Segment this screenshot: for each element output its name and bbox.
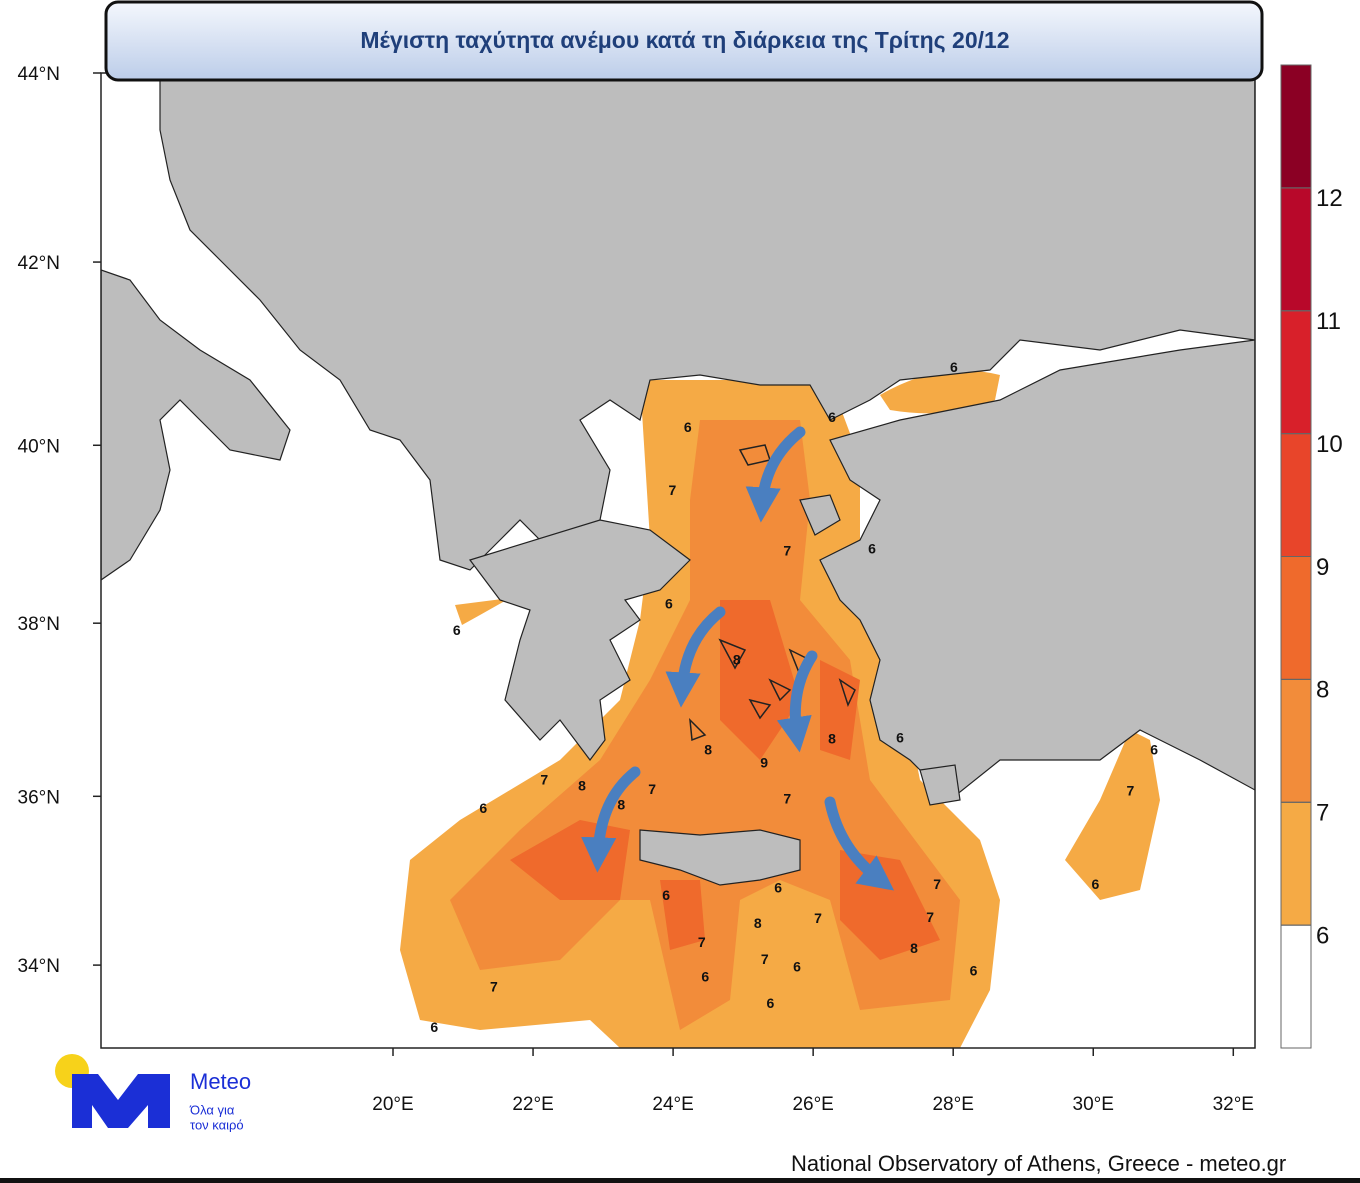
- lon-tick-label: 20°E: [372, 1094, 413, 1115]
- lat-tick-label: 42°N: [18, 253, 60, 274]
- contour-label: 7: [783, 790, 791, 806]
- colorbar-label: 8: [1316, 677, 1329, 704]
- contour-label: 6: [430, 1019, 438, 1035]
- bottom-rule: [0, 1178, 1360, 1183]
- contour-label: 6: [950, 359, 958, 375]
- contour-label: 8: [910, 940, 918, 956]
- logo-tagline: Όλα για: [189, 1102, 235, 1117]
- colorbar-box: [1280, 678, 1312, 803]
- lat-tick-label: 40°N: [18, 436, 60, 457]
- colorbar-label: 12: [1316, 185, 1343, 212]
- contour-label: 7: [761, 951, 769, 967]
- title-box: [104, 0, 1264, 82]
- contour-label: 6: [970, 962, 978, 978]
- arrow: [745, 426, 806, 523]
- contour-label: 6: [701, 968, 709, 984]
- balkans: [159, 73, 1255, 571]
- arrow: [581, 766, 641, 873]
- wind-6-7: [455, 598, 510, 625]
- rhodes: [919, 764, 961, 806]
- contour-label: 7: [668, 482, 676, 498]
- wind-8-9: [660, 880, 705, 950]
- colorbar-label: 11: [1316, 308, 1341, 335]
- colorbar-box: [1280, 64, 1312, 189]
- lon-tick-label: 32°E: [1213, 1094, 1254, 1115]
- crete: [639, 829, 801, 886]
- contour-label: 8: [733, 651, 741, 667]
- greece-south: [469, 519, 691, 761]
- arrow: [824, 796, 895, 891]
- wind-8-9: [820, 660, 860, 760]
- wind-6-7: [1065, 730, 1160, 900]
- italy: [101, 269, 291, 581]
- contour-label: 7: [926, 909, 934, 925]
- arrow: [665, 606, 726, 708]
- lon-tick-label: 22°E: [512, 1094, 553, 1115]
- contour-label: 6: [896, 730, 904, 746]
- title: Μέγιστη ταχύτητα ανέμου κατά τη διάρκεια…: [360, 27, 1009, 53]
- colorbar-label: 6: [1316, 922, 1329, 949]
- logo-name: Meteo: [190, 1069, 251, 1094]
- lesvos: [799, 494, 841, 536]
- contour-label: 6: [684, 419, 692, 435]
- colorbar-label: 9: [1316, 554, 1329, 581]
- contour-label: 8: [828, 730, 836, 746]
- contour-label: 6: [1150, 742, 1158, 758]
- contour-label: 6: [767, 995, 775, 1011]
- contour-label: 7: [490, 978, 498, 994]
- contour-label: 7: [648, 781, 656, 797]
- colorbar-box: [1280, 433, 1312, 557]
- contour-label: 6: [479, 800, 487, 816]
- footer: National Observatory of Athens, Greece -…: [791, 1151, 1286, 1176]
- colorbar-box: [1280, 801, 1312, 926]
- lat-tick-label: 38°N: [18, 614, 60, 635]
- arrow: [776, 650, 818, 753]
- colorbar-box: [1280, 310, 1312, 435]
- lat-tick-label: 44°N: [18, 64, 60, 85]
- lon-tick-label: 28°E: [932, 1094, 973, 1115]
- land: [101, 73, 1255, 886]
- lon-tick-label: 24°E: [652, 1094, 693, 1115]
- contour-label: 7: [698, 934, 706, 950]
- contour-label: 8: [578, 778, 586, 794]
- wind-6-7: [880, 370, 1000, 414]
- contour-label: 6: [1091, 876, 1099, 892]
- lat-tick-label: 34°N: [18, 956, 60, 977]
- contour-label: 6: [453, 622, 461, 638]
- contour-label: 7: [783, 542, 791, 558]
- wind-arrows: [581, 426, 895, 891]
- colorbar-label: 10: [1316, 431, 1343, 458]
- colorbar-label: 7: [1316, 800, 1329, 827]
- lat-tick-label: 36°N: [18, 787, 60, 808]
- lon-tick-label: 30°E: [1073, 1094, 1114, 1115]
- colorbar-box: [1280, 556, 1312, 680]
- contour-label: 6: [665, 595, 673, 611]
- contour-label: 9: [760, 754, 768, 770]
- turkey: [819, 339, 1255, 801]
- contour-label: 7: [540, 772, 548, 788]
- contour-label: 6: [774, 880, 782, 896]
- contour-label: 6: [868, 541, 876, 557]
- contour-label: 7: [933, 876, 941, 892]
- logo-mark: [72, 1074, 170, 1128]
- contour-label: 6: [793, 958, 801, 974]
- contour-label: 7: [1126, 783, 1134, 799]
- contour-label: 8: [704, 742, 712, 758]
- colorbar-box: [1280, 924, 1312, 1049]
- contour-label: 8: [617, 796, 625, 812]
- contour-label: 6: [828, 409, 836, 425]
- contour-label: 7: [814, 910, 822, 926]
- contour-label: 6: [662, 887, 670, 903]
- lon-tick-label: 26°E: [792, 1094, 833, 1115]
- logo-tagline: τον καιρό: [190, 1117, 244, 1132]
- colorbar-box: [1280, 187, 1312, 312]
- contour-label: 8: [754, 915, 762, 931]
